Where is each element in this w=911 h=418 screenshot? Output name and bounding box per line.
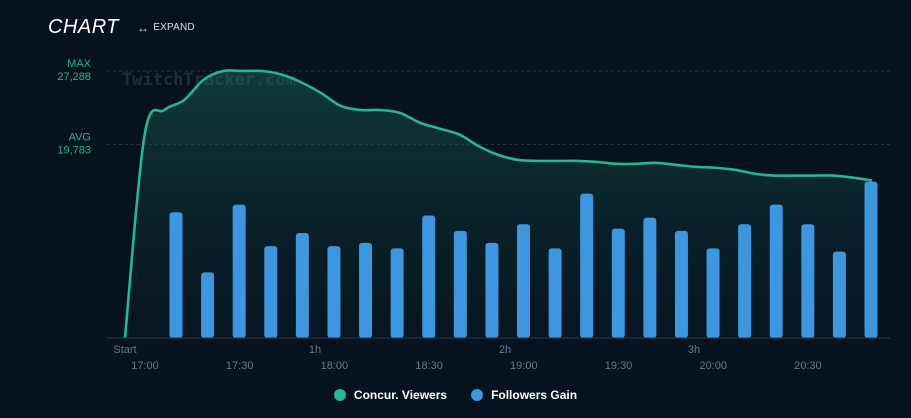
follower-bar [674, 230, 688, 338]
follower-bar [864, 181, 878, 338]
x-duration-label: Start [113, 344, 136, 356]
expand-button[interactable]: ↔ EXPAND [137, 21, 195, 35]
follower-bar [264, 246, 278, 338]
ref-value-avg: 19,783 [57, 144, 91, 156]
chart-title: CHART [48, 16, 120, 38]
follower-bar [232, 204, 246, 338]
x-time-label: 17:00 [131, 360, 159, 372]
follower-bar [769, 204, 783, 338]
viewers-line [123, 69, 873, 339]
expand-label: EXPAND [153, 22, 195, 33]
x-time-label: 18:00 [321, 360, 349, 372]
ref-name-avg: AVG [69, 131, 91, 143]
follower-bar [738, 224, 752, 338]
x-duration-label: 2h [499, 344, 511, 356]
follower-bar [359, 242, 373, 338]
legend-swatch-viewers [333, 389, 346, 401]
follower-bar [611, 228, 625, 338]
follower-bar [422, 215, 436, 338]
x-time-label: 20:00 [699, 360, 727, 372]
chart-legend: Concur. Viewers Followers Gain [0, 388, 911, 402]
ref-name-max: MAX [67, 58, 92, 70]
follower-bar [169, 212, 183, 338]
follower-bar [832, 251, 846, 338]
follower-bar [643, 217, 657, 338]
follower-bar [548, 248, 562, 338]
follower-bar [327, 246, 341, 338]
legend-label-viewers: Concur. Viewers [353, 388, 448, 402]
follower-bar [453, 230, 467, 338]
chart-header: CHART ↔ EXPAND [48, 16, 195, 39]
legend-label-followers: Followers Gain [491, 388, 578, 402]
x-time-label: 19:00 [510, 360, 538, 372]
follower-bar [485, 242, 499, 338]
follower-bar [517, 224, 530, 338]
follower-bar [201, 272, 215, 338]
legend-item-viewers[interactable]: Concur. Viewers [333, 388, 448, 402]
legend-swatch-followers [471, 389, 484, 401]
x-time-label: 19:30 [605, 360, 633, 372]
legend-item-followers[interactable]: Followers Gain [471, 388, 577, 402]
x-time-label: 18:30 [415, 360, 443, 372]
x-duration-label: 1h [309, 344, 321, 356]
ref-value-max: 27,288 [57, 71, 91, 83]
follower-bar [295, 233, 309, 338]
follower-bar [580, 193, 594, 338]
follower-bar [706, 248, 720, 338]
follower-bar [801, 224, 815, 338]
expand-icon: ↔ [137, 20, 150, 35]
x-time-label: 17:30 [226, 360, 254, 372]
follower-bar [390, 248, 404, 338]
x-time-label: 20:30 [794, 360, 822, 372]
x-duration-label: 3h [688, 344, 700, 356]
